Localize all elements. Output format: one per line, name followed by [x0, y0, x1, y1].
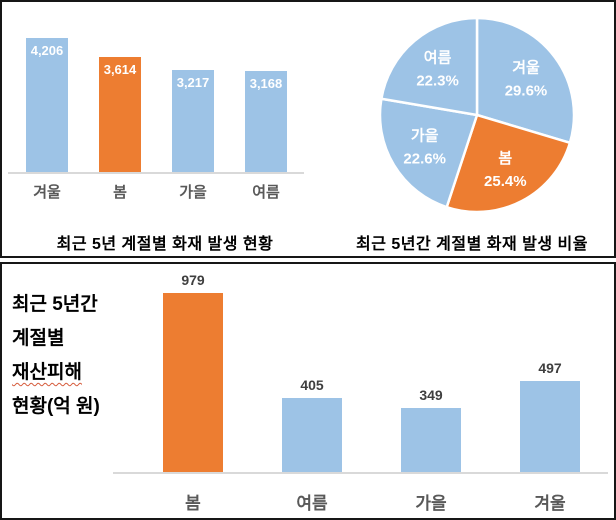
top-panel: 4,206 겨울 3,614 봄 3,217 가을 3,168 여름 최근 5년 계절별 화재… — [0, 0, 616, 258]
bar-seasonal-property-damage-2 — [401, 408, 461, 472]
property-damage-title: 최근 5년간 계절별 재산피해 현황(억 원) — [12, 288, 162, 424]
pie-slice-2 — [378, 97, 479, 209]
property-damage-title-line-3: 재산피해 — [12, 356, 162, 390]
category-label: 봄 — [185, 494, 201, 513]
pie-slice-name-label: 여름 — [424, 49, 452, 66]
category-label: 겨울 — [33, 184, 61, 201]
fire-ratio-pie-chart: 겨울 29.6% 봄 25.4% 가을 22.6% 여름 22.3% — [378, 16, 576, 214]
bar-value-label: 497 — [538, 360, 562, 376]
pie-slice-pct-label: 22.6% — [403, 151, 446, 168]
bar-value-label: 3,217 — [176, 75, 210, 90]
property-damage-bar-chart: 979 봄 405 여름 349 가을 497 겨울 — [2, 264, 614, 518]
property-damage-title-line-4: 현황(억 원) — [12, 396, 100, 417]
x-axis-line — [8, 172, 304, 174]
fire-count-chart-title: 최근 5년 계절별 화재 발생 현황 — [56, 236, 274, 253]
property-damage-title-line-2: 계절별 — [12, 328, 65, 349]
bottom-panel: 최근 5년간 계절별 재산피해 현황(억 원) 979 봄 405 여름 349 가을 49… — [0, 262, 616, 520]
bar-value-label: 405 — [300, 377, 324, 393]
bar-seasonal-property-damage-3 — [520, 381, 580, 472]
bar-value-label: 3,614 — [103, 62, 137, 77]
category-label: 가을 — [415, 494, 447, 513]
pie-slice-name-label: 겨울 — [512, 60, 540, 77]
bar-value-label: 349 — [419, 387, 443, 403]
pie-slice-3 — [380, 16, 479, 117]
fire-ratio-chart-title: 최근 5년간 계절별 화재 발생 비율 — [356, 236, 588, 253]
pie-slice-name-label: 봄 — [498, 150, 512, 167]
bar-seasonal-fire-count-2 — [172, 70, 214, 172]
bar-seasonal-fire-count-1 — [99, 57, 141, 172]
property-damage-title-line-3-text: 재산피해 — [12, 362, 82, 383]
fire-count-bar-chart: 4,206 겨울 3,614 봄 3,217 가을 3,168 여름 — [2, 2, 614, 256]
category-label: 여름 — [252, 184, 280, 201]
property-damage-title-line-1: 최근 5년간 — [12, 294, 98, 315]
pie-slice-pct-label: 29.6% — [505, 83, 548, 100]
pie-slice-pct-label: 25.4% — [484, 173, 527, 190]
category-label: 겨울 — [534, 494, 566, 513]
bar-seasonal-property-damage-0 — [163, 293, 223, 472]
bar-seasonal-fire-count-3 — [245, 71, 287, 172]
category-label: 여름 — [296, 494, 328, 513]
bar-value-label: 4,206 — [30, 43, 64, 58]
bar-value-label: 979 — [181, 272, 205, 288]
pie-slice-0 — [475, 16, 576, 145]
bar-seasonal-fire-count-0 — [26, 38, 68, 172]
pie-slice-pct-label: 22.3% — [416, 72, 459, 89]
bar-seasonal-property-damage-1 — [282, 398, 342, 472]
pie-slice-1 — [445, 113, 572, 214]
x-axis-line — [113, 472, 608, 474]
category-label: 봄 — [113, 184, 127, 201]
category-label: 가을 — [179, 184, 207, 201]
bar-value-label: 3,168 — [249, 76, 283, 91]
pie-slice-name-label: 가을 — [411, 128, 439, 145]
